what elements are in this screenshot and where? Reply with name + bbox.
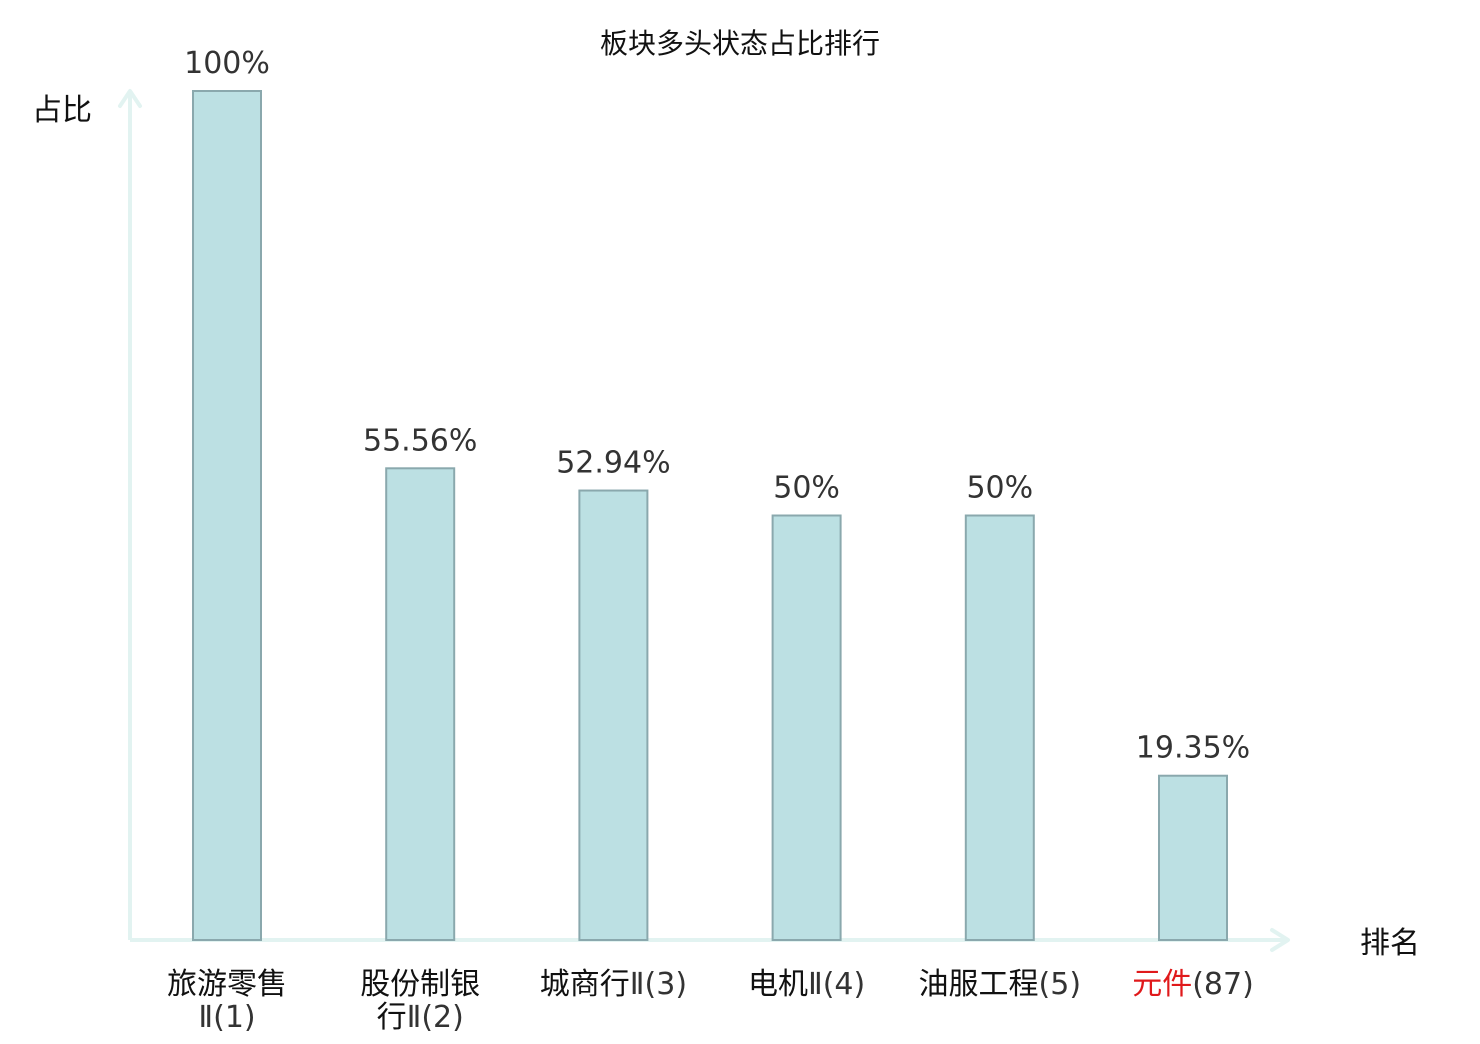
- category-rank: Ⅱ(3): [630, 967, 687, 1002]
- category-label-4: 电机Ⅱ(4): [748, 967, 865, 1002]
- category-name: 行: [377, 1000, 407, 1035]
- value-label-1: 100%: [184, 46, 270, 81]
- category-label-2-line-2: 行Ⅱ(2): [377, 1000, 464, 1035]
- y-axis-arrow: [118, 89, 142, 108]
- chart-title: 板块多头状态占比排行: [600, 27, 880, 60]
- bar-1: [192, 90, 262, 941]
- bar-5: [964, 514, 1035, 941]
- value-label-2: 55.56%: [363, 423, 477, 458]
- category-label-1-line-1: 旅游零售: [167, 967, 287, 1002]
- bar-6: [1158, 774, 1228, 941]
- category-name: 元件: [1132, 967, 1192, 1002]
- bars: [192, 90, 1228, 941]
- x-axis-label: 排名: [1360, 926, 1420, 961]
- y-axis-label: 占比: [32, 93, 92, 128]
- value-labels: 100% 55.56% 52.94% 50% 50% 19.35%: [184, 46, 1250, 766]
- category-rank: Ⅱ(2): [407, 1000, 464, 1035]
- bar-2: [385, 467, 456, 941]
- value-label-3: 52.94%: [556, 446, 670, 481]
- value-label-6: 19.35%: [1136, 731, 1250, 766]
- category-label-5: 油服工程(5): [919, 967, 1082, 1002]
- category-rank: (5): [1039, 967, 1082, 1002]
- category-name: 旅游零售: [167, 967, 287, 1002]
- x-axis-arrow: [1270, 928, 1290, 952]
- category-label-1-line-2: Ⅱ(1): [198, 1000, 255, 1035]
- category-rank: Ⅱ(4): [808, 967, 865, 1002]
- category-label-6: 元件(87): [1132, 967, 1254, 1002]
- category-label-3: 城商行Ⅱ(3): [540, 967, 687, 1002]
- category-name: 股份制银: [360, 967, 480, 1002]
- category-label-2-line-1: 股份制银: [360, 967, 480, 1002]
- axes: [118, 89, 1290, 952]
- bar-3: [578, 489, 649, 941]
- category-name: 油服工程: [919, 967, 1039, 1002]
- category-rank: Ⅱ(1): [198, 1000, 255, 1035]
- bar-4: [771, 514, 842, 941]
- category-rank: (87): [1192, 967, 1254, 1002]
- value-label-5: 50%: [966, 471, 1033, 506]
- category-name: 城商行: [540, 967, 630, 1002]
- value-label-4: 50%: [773, 471, 840, 506]
- category-name: 电机: [748, 967, 808, 1002]
